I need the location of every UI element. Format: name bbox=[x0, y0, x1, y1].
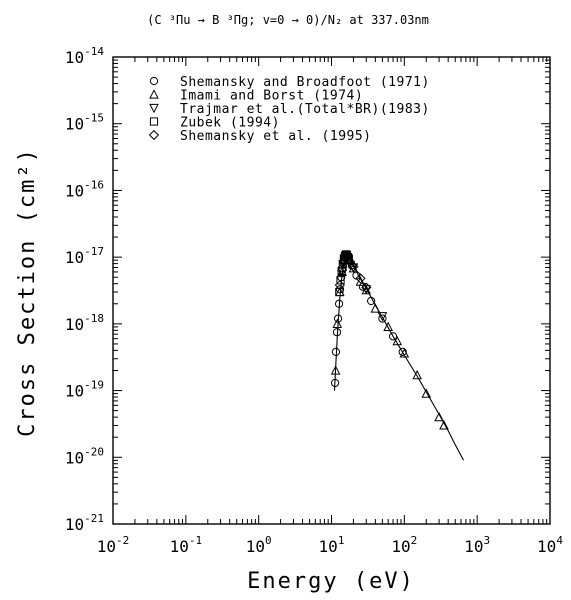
diamond-point bbox=[348, 261, 359, 272]
circle-point bbox=[378, 314, 387, 323]
tick-labels: 10-2 10-1 100 101 102 103 104 10-21 10-20 10-19 10… bbox=[65, 45, 563, 556]
y-tick-label: 10-15 bbox=[65, 112, 104, 134]
triangle-down-point bbox=[377, 312, 388, 322]
circle-point bbox=[330, 378, 340, 388]
x-tick-label: 104 bbox=[537, 534, 563, 556]
diamond-point bbox=[339, 255, 350, 266]
x-tick-label: 101 bbox=[319, 534, 345, 556]
triangle-up-point bbox=[434, 411, 444, 422]
triangle-up-point bbox=[399, 348, 410, 358]
legend-label: Shemansky et al. (1995) bbox=[180, 129, 372, 144]
legend-label: Imami and Borst (1974) bbox=[180, 89, 363, 104]
circle-point bbox=[331, 347, 341, 356]
circle-point bbox=[388, 332, 398, 341]
y-tick-label: 10-14 bbox=[65, 45, 105, 67]
legend-triangle-down-icon bbox=[149, 103, 159, 114]
triangle-up-point bbox=[421, 388, 432, 398]
x-tick-label: 10-2 bbox=[97, 534, 130, 556]
data-markers bbox=[330, 250, 449, 430]
diamond-point bbox=[334, 280, 345, 291]
circle-point bbox=[334, 299, 344, 308]
x-tick-label: 10-1 bbox=[170, 534, 203, 556]
triangle-up-point bbox=[370, 303, 381, 313]
y-tick-label: 10-19 bbox=[65, 379, 104, 401]
square-point bbox=[336, 276, 345, 285]
legend-triangle-up-icon bbox=[149, 89, 159, 99]
triangle-up-point bbox=[412, 369, 422, 380]
plot-frame bbox=[112, 56, 551, 525]
x-tick-label: 100 bbox=[246, 534, 272, 556]
circle-point bbox=[367, 296, 376, 306]
diamond-point bbox=[337, 264, 348, 276]
triangle-up-point bbox=[383, 321, 393, 332]
y-tick-label: 10-21 bbox=[65, 512, 104, 534]
legend-label: Trajmar et al.(Total*BR)(1983) bbox=[180, 102, 430, 117]
triangle-up-point bbox=[330, 365, 341, 375]
y-tick-label: 10-17 bbox=[65, 245, 104, 267]
x-tick-label: 102 bbox=[391, 534, 417, 556]
circle-point bbox=[335, 285, 345, 294]
legend: Shemansky and Broadfoot (1971)Imami and … bbox=[148, 75, 430, 144]
y-tick-label: 10-18 bbox=[65, 312, 104, 334]
square-point bbox=[338, 260, 347, 269]
legend-diamond-icon bbox=[148, 129, 160, 141]
chart-title: (C ³Πu → B ³Πg; v=0 → 0)/N₂ at 337.03nm bbox=[147, 13, 429, 27]
triangle-up-point bbox=[337, 266, 347, 277]
y-tick-label: 10-20 bbox=[65, 445, 104, 467]
y-tick-label: 10-16 bbox=[65, 178, 104, 200]
diamond-point bbox=[361, 282, 372, 293]
legend-square-icon bbox=[149, 117, 159, 126]
diamond-point bbox=[355, 273, 366, 284]
triangle-up-point bbox=[332, 318, 343, 328]
triangle-up-point bbox=[392, 335, 403, 346]
x-tick-label: 103 bbox=[464, 534, 490, 556]
circle-point bbox=[398, 347, 407, 356]
y-axis-title: Cross Section (cm²) bbox=[15, 147, 40, 437]
legend-label: Shemansky and Broadfoot (1971) bbox=[180, 75, 430, 90]
triangle-up-point bbox=[439, 420, 449, 430]
x-axis-title: Energy (eV) bbox=[247, 569, 415, 594]
legend-circle-icon bbox=[149, 76, 159, 86]
triangle-down-point bbox=[348, 263, 359, 273]
legend-label: Zubek (1994) bbox=[180, 116, 280, 131]
circle-point bbox=[332, 328, 342, 337]
axis-ticks bbox=[112, 56, 551, 525]
